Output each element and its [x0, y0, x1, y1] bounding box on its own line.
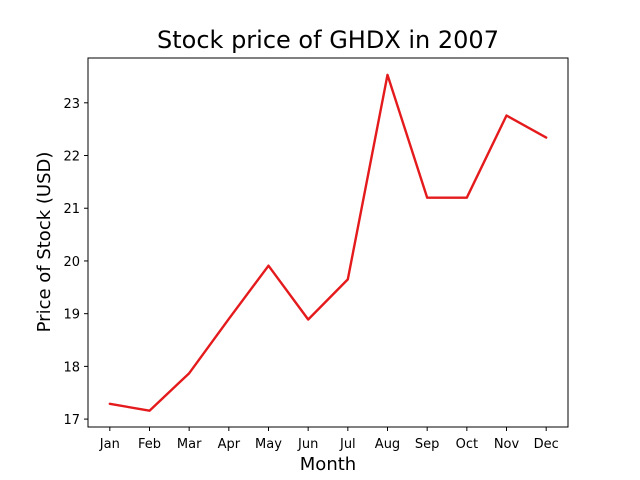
plot-area: 17 18 19 20 21 22 23 Jan Feb Mar Apr May Jun Jul Aug Se… — [63, 57, 569, 452]
x-tick-label: Aug — [375, 437, 400, 452]
x-tick-label: Sep — [415, 437, 440, 452]
x-tick-label: Nov — [494, 437, 520, 452]
plot-frame — [87, 57, 569, 428]
y-tick-label: 20 — [63, 255, 80, 270]
x-tick-label: Jul — [339, 437, 356, 452]
x-tick-label: Jun — [297, 437, 318, 452]
chart-title: Stock price of GHDX in 2007 — [157, 26, 499, 54]
x-axis-label: Month — [300, 454, 356, 475]
y-axis-label: Price of Stock (USD) — [34, 152, 55, 333]
y-tick-label: 23 — [63, 97, 80, 112]
series-line — [108, 73, 548, 412]
y-tick-label: 18 — [63, 360, 80, 375]
x-tick-label: Dec — [534, 437, 559, 452]
y-tick-label: 22 — [63, 150, 80, 165]
x-tick-label: Apr — [218, 437, 241, 452]
x-tick-label: Mar — [177, 437, 202, 452]
y-tick-label: 19 — [63, 308, 80, 323]
x-tick-label: May — [255, 437, 282, 452]
x-tick-label: Feb — [138, 437, 161, 452]
x-tick-label: Jan — [99, 437, 120, 452]
x-tick-label: Oct — [456, 437, 478, 452]
y-tick-label: 21 — [63, 202, 80, 217]
y-tick-label: 17 — [63, 413, 80, 428]
